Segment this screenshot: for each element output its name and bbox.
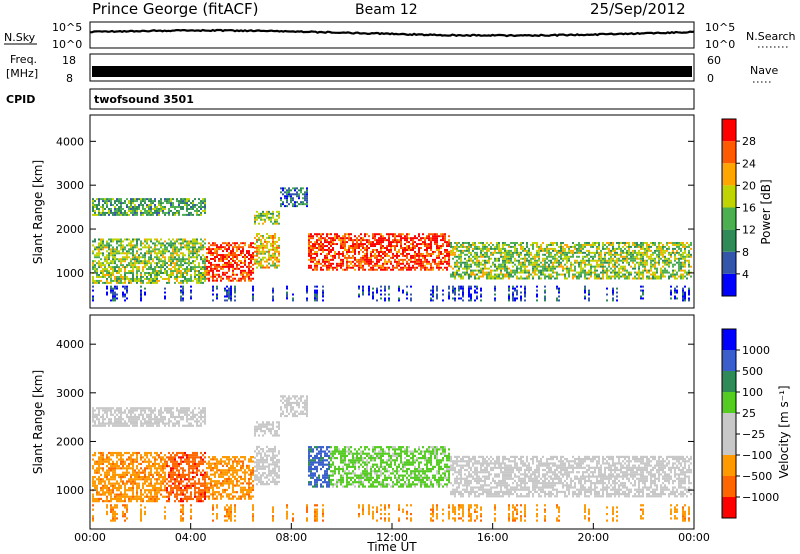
y-tick-label: 3000	[56, 387, 84, 400]
x-tick-label: 00:00	[678, 531, 710, 544]
x-tick-label: 08:00	[275, 531, 307, 544]
cpid-panel: CPID twofsound 3501	[6, 89, 694, 109]
y-tick-label: 4000	[56, 135, 84, 148]
colorbar-tick-label: −1000	[742, 491, 779, 504]
colorbar-swatch	[722, 185, 736, 207]
y-tick-label: 2000	[56, 223, 84, 236]
noise-right-tick-bottom: 10^0	[705, 38, 735, 51]
colorbar-tick-label: 500	[742, 365, 763, 378]
y-tick-label: 3000	[56, 179, 84, 192]
colorbar-swatch	[722, 476, 736, 497]
y-tick-label: 4000	[56, 338, 84, 351]
frequency-panel: Freq. [MHz] 18 8 60 0 Nave	[6, 53, 778, 85]
date-title: 25/Sep/2012	[590, 0, 686, 18]
colorbar-swatch	[722, 413, 736, 434]
power-heatmap-cells	[92, 187, 692, 301]
noise-right-tick-top: 10^5	[705, 21, 735, 34]
velocity-colorbar-label: Velocity [m s⁻¹]	[777, 385, 791, 478]
colorbar-swatch	[722, 274, 736, 296]
colorbar-tick-label: −500	[742, 470, 772, 483]
colorbar-tick-label: 4	[742, 268, 749, 281]
x-tick-label: 00:00	[74, 531, 106, 544]
colorbar-swatch	[722, 392, 736, 413]
freq-tick-top: 18	[62, 54, 76, 67]
velocity-heatmap-cells	[92, 395, 692, 521]
cpid-value: twofsound 3501	[94, 93, 194, 106]
velocity-ylabel: Slant Range [km]	[31, 370, 45, 474]
nave-label: Nave	[750, 64, 778, 77]
colorbar-tick-label: 100	[742, 386, 763, 399]
noise-panel: N.Sky 10^5 10^0 10^5 10^0 N.Search	[4, 21, 796, 51]
colorbar-swatch	[722, 497, 736, 518]
colorbar-swatch	[722, 434, 736, 455]
colorbar-swatch	[722, 350, 736, 371]
station-title: Prince George (fitACF)	[92, 0, 258, 18]
y-tick-label: 1000	[56, 484, 84, 497]
colorbar-swatch	[722, 329, 736, 350]
colorbar-swatch	[722, 141, 736, 163]
nave-tick-bottom: 0	[707, 72, 714, 85]
colorbar-tick-label: −25	[742, 428, 765, 441]
colorbar-swatch	[722, 119, 736, 141]
colorbar-tick-label: 1000	[742, 344, 770, 357]
y-tick-label: 2000	[56, 435, 84, 448]
noise-left-label: N.Sky	[4, 31, 36, 44]
freq-tick-bottom: 8	[66, 72, 73, 85]
x-tick-label: 16:00	[477, 531, 509, 544]
colorbar-swatch	[722, 230, 736, 252]
x-tick-label: 04:00	[175, 531, 207, 544]
nave-tick-top: 60	[707, 54, 721, 67]
colorbar-tick-label: 16	[742, 202, 756, 215]
y-tick-label: 1000	[56, 267, 84, 280]
power-ylabel: Slant Range [km]	[31, 160, 45, 264]
freq-unit-label: [MHz]	[6, 67, 38, 80]
velocity-colorbar: 1000 500 100 25 −25 −100 −500 −1000	[722, 329, 779, 518]
power-colorbar-label: Power [dB]	[759, 179, 773, 244]
cpid-label: CPID	[6, 93, 35, 106]
noise-series-line	[90, 30, 694, 36]
x-tick-label: 20:00	[577, 531, 609, 544]
colorbar-tick-label: −100	[742, 449, 772, 462]
colorbar-swatch	[722, 208, 736, 230]
colorbar-tick-label: 28	[742, 135, 756, 148]
colorbar-tick-label: 25	[742, 407, 756, 420]
noise-right-label: N.Search	[746, 30, 796, 43]
colorbar-swatch	[722, 252, 736, 274]
colorbar-swatch	[722, 455, 736, 476]
x-axis-label: Time UT	[366, 540, 417, 554]
power-colorbar: 4 8 12 16 20 24 28	[722, 119, 756, 296]
noise-left-tick-bottom: 10^0	[52, 38, 82, 51]
colorbar-swatch	[722, 371, 736, 392]
colorbar-tick-label: 12	[742, 224, 756, 237]
power-panel: 1000 2000 3000 4000 Slant Range [km] 4 8 12 16…	[31, 115, 773, 308]
colorbar-tick-label: 20	[742, 179, 756, 192]
colorbar-tick-label: 24	[742, 157, 756, 170]
colorbar-swatch	[722, 163, 736, 185]
velocity-panel: 1000200030004000 00:00 04:00 08:00 12:00 16:…	[31, 315, 791, 554]
colorbar-tick-label: 8	[742, 246, 749, 259]
freq-label: Freq.	[10, 53, 37, 66]
frequency-band	[92, 66, 692, 77]
beam-title: Beam 12	[355, 2, 418, 18]
noise-left-tick-top: 10^5	[52, 21, 82, 34]
